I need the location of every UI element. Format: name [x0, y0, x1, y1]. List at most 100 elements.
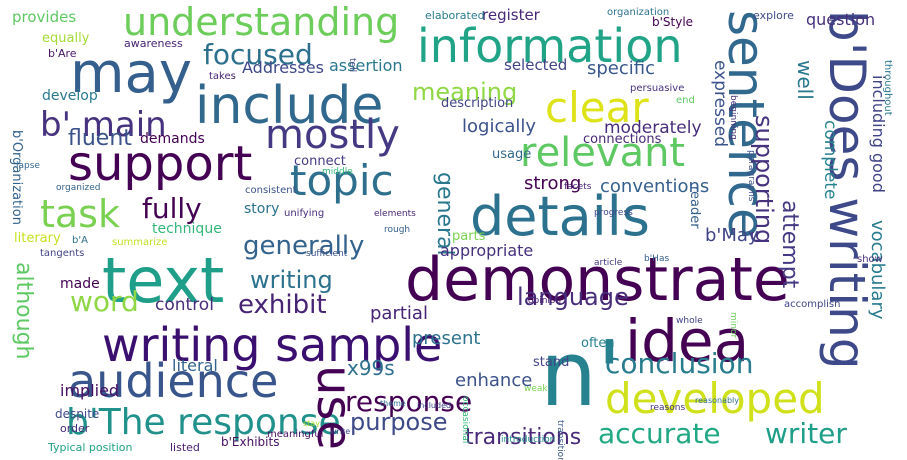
cloud-word: throughout — [882, 60, 893, 116]
cloud-word: moderately — [604, 118, 702, 138]
cloud-word: reasonably — [695, 396, 740, 405]
cloud-word: b'A — [72, 235, 88, 246]
cloud-word: usage — [492, 147, 532, 162]
cloud-word: meaning — [412, 78, 518, 106]
cloud-word: b'Are — [48, 47, 77, 60]
cloud-word: specific — [587, 58, 656, 79]
cloud-word: connections — [583, 132, 662, 147]
cloud-word: b'Has — [644, 254, 670, 264]
cloud-word: language — [517, 283, 629, 311]
cloud-word: demands — [140, 131, 205, 147]
cloud-word: accomplish — [784, 299, 841, 310]
cloud-word: present — [412, 328, 481, 349]
cloud-word: well — [793, 60, 817, 100]
cloud-word: may — [70, 41, 193, 106]
cloud-word: organization — [607, 7, 670, 18]
cloud-word: focused — [203, 38, 313, 71]
cloud-word: conclusion — [605, 347, 754, 380]
cloud-word: minor — [728, 312, 738, 339]
cloud-word: b'May — [705, 225, 759, 246]
cloud-word: unifying — [284, 208, 325, 219]
cloud-word: literal — [172, 356, 218, 375]
cloud-word: relevant — [520, 130, 686, 176]
cloud-word: reasons — [650, 403, 686, 413]
cloud-word: middle — [322, 167, 353, 177]
cloud-word: expressed — [710, 60, 730, 148]
cloud-word: persuasive — [630, 83, 685, 94]
cloud-word: complete — [820, 120, 840, 200]
cloud-word: theme — [380, 399, 406, 408]
cloud-word: partial — [370, 303, 428, 324]
cloud-word: end — [676, 95, 695, 106]
cloud-word: information — [417, 19, 683, 73]
cloud-word: purpose — [350, 408, 448, 436]
cloud-word: understanding — [123, 0, 400, 44]
cloud-word: question — [806, 10, 876, 29]
cloud-word: show — [857, 254, 883, 265]
cloud-word: elements — [374, 209, 416, 219]
cloud-word: awareness — [124, 37, 183, 50]
cloud-word: include — [195, 76, 384, 136]
cloud-word: strong — [524, 173, 582, 194]
cloud-word: summarize — [112, 237, 168, 248]
cloud-word: organized — [56, 183, 101, 193]
cloud-word: facets — [564, 182, 592, 192]
cloud-word: developed — [605, 374, 825, 423]
cloud-word: word — [70, 285, 139, 318]
cloud-word: exhibit — [238, 290, 327, 320]
cloud-word: Addresses — [242, 58, 324, 77]
cloud-word: text — [102, 244, 225, 317]
cloud-word: fluent — [68, 126, 132, 151]
cloud-word: sufficient — [306, 249, 348, 259]
cloud-word: article — [594, 258, 623, 268]
cloud-word: x99s — [347, 356, 395, 380]
cloud-word: b'The response — [66, 402, 341, 443]
cloud-word: support — [68, 136, 253, 192]
cloud-word: stay — [303, 419, 320, 428]
cloud-word: elaborated — [425, 9, 485, 22]
cloud-word: b'Exhibits — [221, 435, 280, 449]
cloud-word: listed — [170, 441, 200, 454]
cloud-word: introduction — [501, 435, 556, 445]
cloud-word: paragraphs — [746, 150, 756, 202]
cloud-word: enhance — [455, 370, 533, 391]
cloud-word: included — [417, 401, 452, 410]
cloud-word: topic — [290, 156, 394, 205]
cloud-word: writing — [250, 266, 333, 294]
cloud-word: selected — [504, 56, 568, 74]
cloud-word: lapse — [16, 161, 40, 171]
cloud-word: task — [40, 192, 120, 236]
cloud-word: transitional — [555, 420, 565, 460]
cloud-word: connect — [294, 154, 346, 169]
cloud-word: develop — [42, 88, 98, 104]
cloud-word: rough — [384, 225, 411, 235]
cloud-word: explore — [753, 9, 794, 22]
cloud-word: generally — [243, 231, 365, 261]
cloud-word: technique — [152, 221, 222, 237]
cloud-word: b'Style — [652, 15, 694, 29]
cloud-word: Typical position — [48, 441, 133, 454]
cloud-word: parts — [452, 229, 486, 244]
cloud-word: opinion — [528, 296, 562, 306]
cloud-word: writer — [765, 417, 847, 450]
cloud-word: writing sample — [102, 318, 443, 372]
cloud-word: tell — [347, 58, 357, 73]
cloud-word: vocabulary — [867, 220, 888, 320]
cloud-word: story — [244, 201, 280, 217]
cloud-word: order — [60, 422, 90, 435]
cloud-word: demonstrate — [405, 245, 790, 315]
cloud-word: clear — [545, 83, 649, 132]
cloud-word: register — [482, 6, 540, 24]
cloud-word: provides — [12, 8, 77, 26]
cloud-word: idea — [625, 307, 750, 375]
cloud-word: literary — [14, 231, 61, 246]
cloud-word: takes — [209, 71, 236, 82]
cloud-word: audience — [68, 354, 279, 408]
cloud-word: fully — [142, 192, 202, 225]
cloud-word: tangents — [40, 248, 85, 259]
cloud-word: conventions — [600, 176, 710, 197]
cloud-word: attempt — [777, 200, 802, 289]
cloud-word: n' — [540, 322, 622, 427]
cloud-word: transitions — [465, 425, 582, 450]
cloud-word: often — [581, 336, 615, 351]
